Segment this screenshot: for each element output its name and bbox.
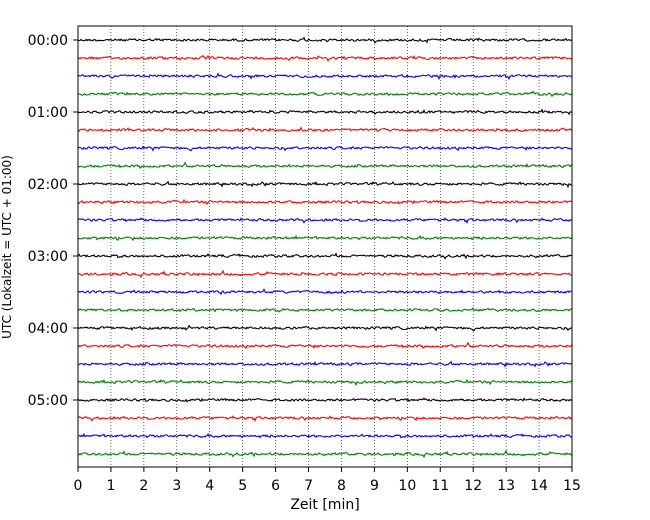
trace-02:15 — [77, 198, 573, 206]
x-tick-label-10: 10 — [398, 478, 416, 494]
trace-03:00 — [77, 252, 573, 260]
x-tick-label-13: 13 — [497, 478, 515, 494]
x-tick-label-12: 12 — [464, 478, 482, 494]
trace-02:00 — [77, 180, 573, 189]
trace-04:15 — [77, 341, 573, 350]
x-tick-label-3: 3 — [172, 478, 181, 494]
x-tick-label-0: 0 — [74, 478, 83, 494]
x-tick-label-6: 6 — [271, 478, 280, 494]
y-axis-label: UTC (Lokalzeit = UTC + 01:00) — [0, 155, 14, 339]
trace-02:30 — [77, 217, 573, 224]
trace-04:30 — [77, 360, 573, 368]
y-tick-label-5: 05:00 — [28, 393, 68, 409]
trace-03:15 — [77, 269, 573, 279]
y-tick-label-4: 04:00 — [28, 321, 68, 337]
trace-05:45 — [77, 449, 573, 459]
trace-00:30 — [77, 72, 573, 81]
trace-00:45 — [77, 90, 573, 98]
trace-01:15 — [77, 126, 573, 133]
x-tick-label-5: 5 — [238, 478, 247, 494]
trace-01:00 — [77, 108, 573, 116]
trace-01:30 — [77, 145, 573, 152]
x-tick-label-9: 9 — [370, 478, 379, 494]
x-axis: 0 1 2 3 4 5 6 7 8 9 10 11 12 13 14 15 — [74, 467, 581, 494]
trace-03:45 — [77, 306, 573, 313]
x-axis-label: Zeit [min] — [290, 497, 359, 513]
x-tick-label-1: 1 — [106, 478, 115, 494]
trace-05:30 — [77, 432, 573, 439]
trace-02:45 — [77, 234, 573, 242]
trace-04:00 — [77, 324, 573, 332]
x-tick-label-7: 7 — [304, 478, 313, 494]
trace-05:15 — [77, 415, 573, 422]
x-tick-label-11: 11 — [431, 478, 449, 494]
trace-05:00 — [77, 397, 573, 403]
y-axis: 00:00 01:00 02:00 03:00 04:00 05:00 — [28, 33, 78, 409]
x-tick-label-8: 8 — [337, 478, 346, 494]
trace-00:15 — [77, 54, 573, 62]
y-tick-label-1: 01:00 — [28, 105, 68, 121]
y-tick-label-3: 03:00 — [28, 249, 68, 265]
trace-03:30 — [77, 288, 573, 296]
trace-04:45 — [77, 378, 573, 387]
trace-00:00 — [77, 36, 573, 44]
plot-frame — [77, 25, 573, 468]
y-tick-label-2: 02:00 — [28, 177, 68, 193]
x-tick-label-14: 14 — [530, 478, 548, 494]
y-tick-label-0: 00:00 — [28, 33, 68, 49]
seismic-traces — [77, 36, 573, 459]
x-tick-label-15: 15 — [563, 478, 581, 494]
trace-01:45 — [77, 161, 573, 169]
x-tick-label-2: 2 — [139, 478, 148, 494]
x-tick-label-4: 4 — [205, 478, 214, 494]
